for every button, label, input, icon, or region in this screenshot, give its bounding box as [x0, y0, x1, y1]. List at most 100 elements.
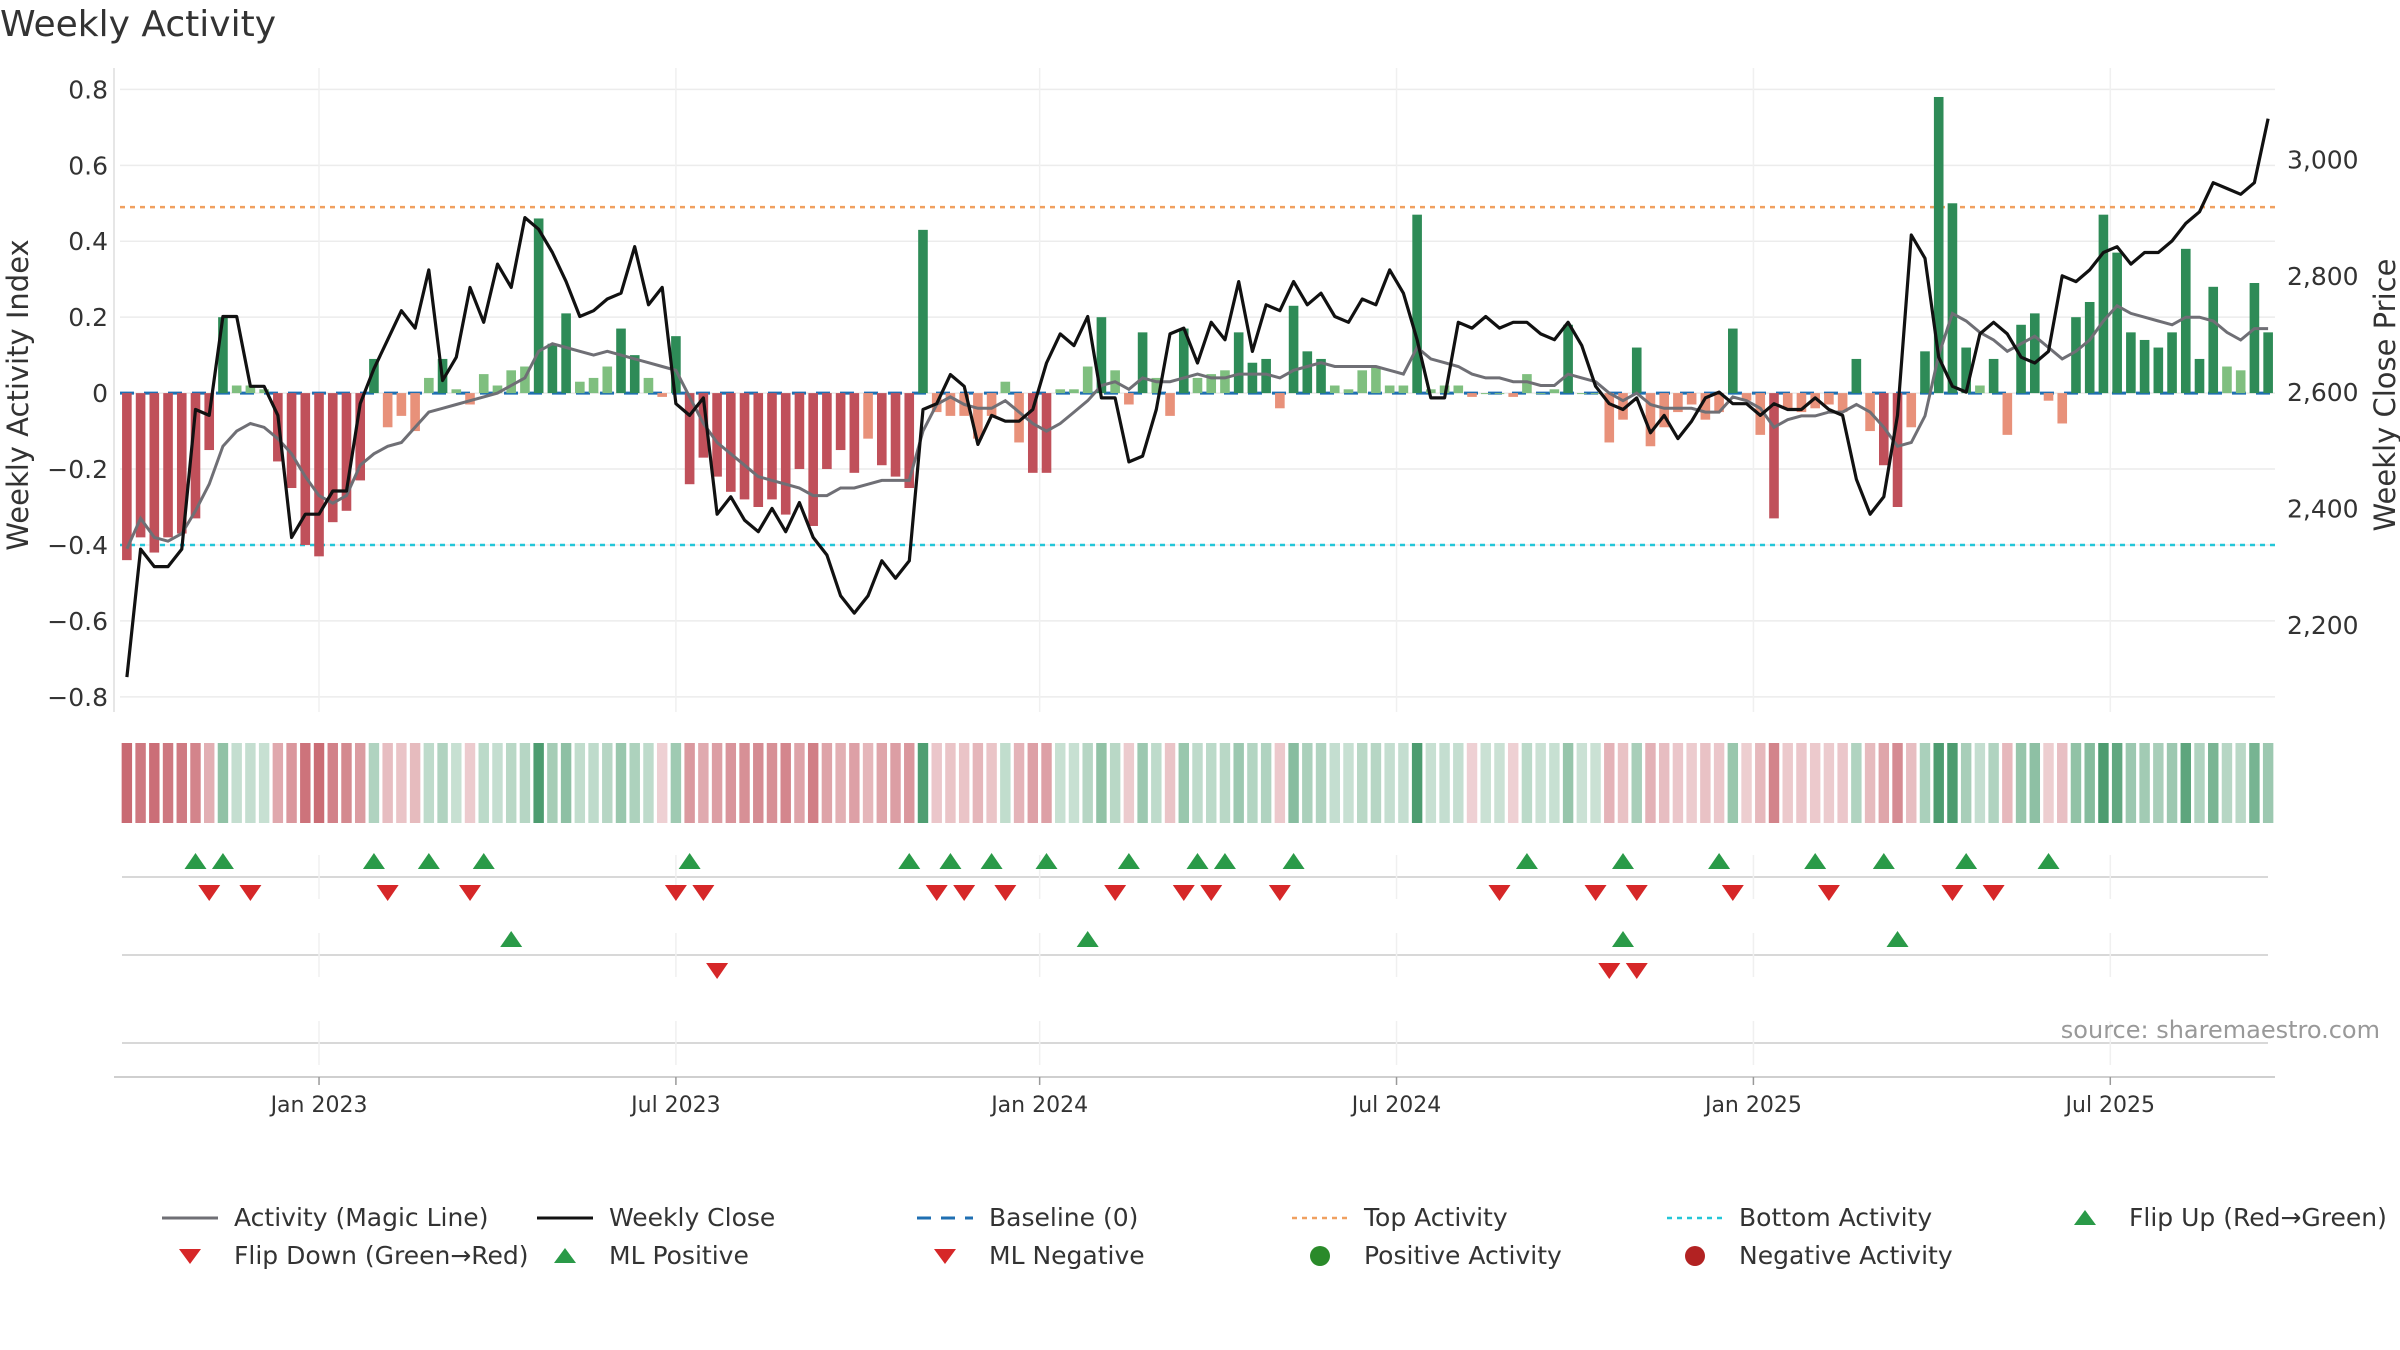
activity-bar [1275, 393, 1285, 409]
flip-down-marker [692, 885, 715, 901]
strip-cell [2153, 743, 2164, 823]
strip-cell [1260, 743, 1272, 823]
activity-bar [1824, 393, 1834, 405]
strip-cell [396, 743, 407, 823]
strip-cell [368, 743, 380, 823]
activity-bar [451, 389, 462, 394]
activity-bar [465, 393, 475, 405]
activity-bar [1302, 351, 1313, 394]
strip-cell [217, 743, 229, 823]
strip-cell [1672, 743, 1684, 823]
strip-cell [1247, 743, 1258, 823]
strip-cell [1768, 743, 1780, 823]
strip-cell [890, 743, 901, 823]
activity-bar [1151, 377, 1162, 394]
y-left-tick-label: 0.2 [68, 303, 108, 332]
activity-bar [835, 393, 846, 451]
activity-bar [547, 343, 558, 394]
flip-up-marker [184, 853, 207, 869]
activity-bar [1343, 389, 1354, 394]
legend-swatch [2074, 1209, 2096, 1225]
activity-bar [2016, 324, 2026, 394]
activity-bar [2071, 317, 2081, 394]
strip-cell [354, 743, 366, 823]
magic-line [125, 303, 2269, 550]
activity-bar [1329, 385, 1340, 394]
activity-bar [1590, 393, 1601, 395]
flip-up-marker [1955, 853, 1978, 869]
strip-cell [849, 743, 860, 823]
activity-bar [396, 393, 407, 416]
flip-down-marker [1584, 885, 1607, 901]
y-left-tick-label: −0.6 [47, 607, 108, 636]
strip-cell [1123, 743, 1135, 823]
legend-swatch-shape [1685, 1245, 1705, 1266]
legend-label: Bottom Activity [1739, 1203, 1933, 1232]
strip-cell [2235, 743, 2246, 823]
x-tick-label: Jan 2025 [1703, 1093, 1802, 1118]
strip-cell [1521, 743, 1533, 823]
strip-cell [1796, 743, 1807, 823]
activity-bar [657, 393, 667, 397]
strip-cell [135, 743, 146, 823]
strip-cell [1576, 743, 1588, 823]
legend-item-bottom: Bottom Activity [1665, 1203, 1932, 1232]
chart-title: Weekly Activity [0, 4, 277, 45]
activity-bar [767, 393, 777, 500]
strip-cell [1617, 743, 1629, 823]
strip-cell [1535, 743, 1546, 823]
strip-cell [1055, 743, 1066, 823]
strip-cell [1480, 743, 1491, 823]
activity-bar [2263, 332, 2273, 394]
strip-cell [766, 743, 778, 823]
strip-cell [2084, 743, 2095, 823]
strip-cell [1041, 743, 1052, 823]
strip-cell [1356, 743, 1368, 823]
strip-cell [1151, 743, 1162, 823]
activity-bar [1165, 393, 1175, 416]
legend-item-magic: Activity (Magic Line) [160, 1203, 488, 1232]
activity-bar [780, 393, 791, 515]
flip-down-marker [1172, 885, 1195, 901]
series-lines [125, 118, 2270, 678]
activity-bar [2126, 332, 2136, 394]
strip-cell [986, 743, 997, 823]
strip-cell [629, 743, 640, 823]
activity-bar [286, 393, 297, 489]
strip-cell [1370, 743, 1382, 823]
activity-bar [2029, 313, 2040, 394]
strip-cell [1027, 743, 1039, 823]
legend-label: Flip Up (Red→Green) [2129, 1203, 2387, 1232]
activity-bar [163, 393, 173, 538]
strip-cell [1713, 743, 1725, 823]
legend-swatch [179, 1248, 201, 1264]
activity-bar [2057, 393, 2068, 424]
strip-cell [725, 743, 737, 823]
flip-up-marker [1515, 853, 1538, 869]
flip-down-marker [953, 885, 976, 901]
activity-bar [1975, 385, 1985, 394]
activity-bar [1961, 347, 1971, 394]
activity-bar [2153, 347, 2164, 394]
activity-bar [602, 366, 613, 394]
strip-cell [1109, 743, 1121, 823]
strip-cell [1425, 743, 1437, 823]
flip-up-marker [980, 853, 1003, 869]
y-right-tick-label: 3,000 [2287, 145, 2359, 174]
strip-cell [1755, 743, 1766, 823]
strip-cell [2070, 743, 2082, 823]
strip-cell [231, 743, 242, 823]
flip-up-marker [1035, 853, 1058, 869]
flip-down-marker [198, 885, 221, 901]
strip-cell [2166, 743, 2178, 823]
flip-up-marker [211, 853, 234, 869]
strip-cell [1562, 743, 1574, 823]
strip-cell [2029, 743, 2041, 823]
activity-bar [643, 377, 654, 394]
legend-label: Activity (Magic Line) [234, 1203, 489, 1232]
strip-cell [711, 743, 723, 823]
activity-bar [122, 393, 132, 561]
strip-cell [162, 743, 174, 823]
activity-bar [1659, 393, 1669, 428]
strip-cell [313, 743, 325, 823]
